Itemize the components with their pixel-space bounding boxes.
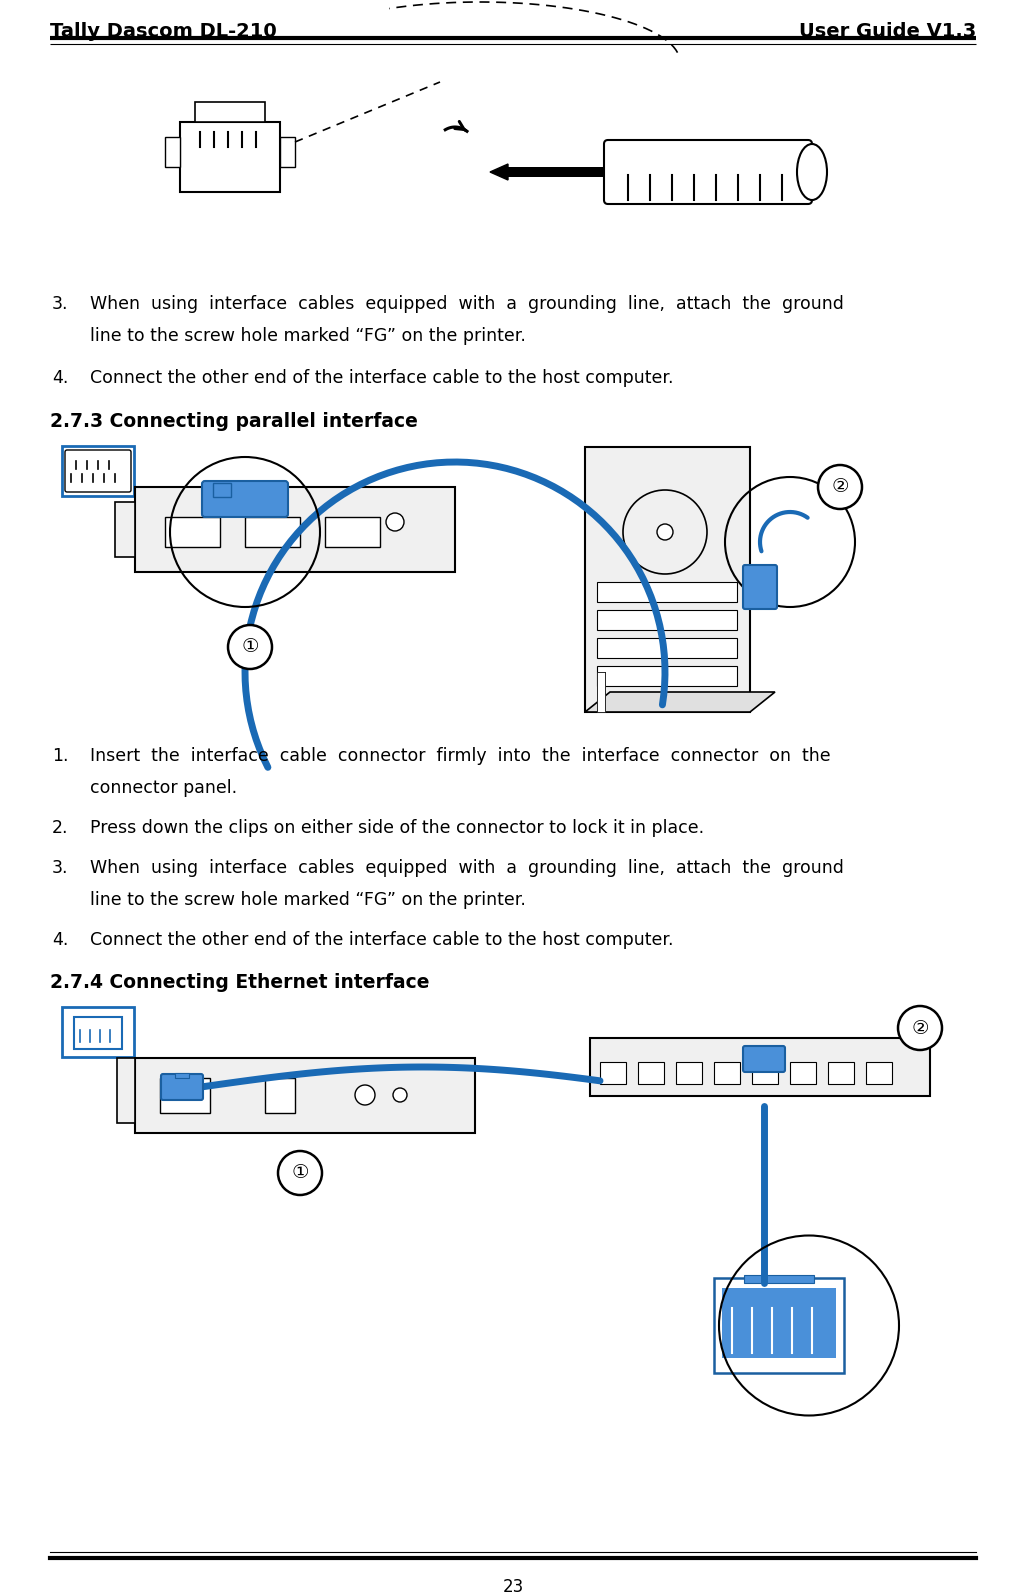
Text: ①: ① [291,1163,309,1183]
Bar [714,1278,844,1373]
Text: 4.: 4. [52,930,69,950]
Circle shape [818,464,862,509]
Polygon shape [585,693,775,712]
Bar [180,121,280,192]
Bar [828,1061,854,1084]
Bar [597,666,737,686]
Bar [245,517,300,547]
Bar [676,1061,702,1084]
Text: 1.: 1. [52,747,69,764]
Text: Connect the other end of the interface cable to the host computer.: Connect the other end of the interface c… [90,369,673,386]
Bar [115,503,135,557]
Ellipse shape [355,1085,374,1104]
Bar [597,672,605,712]
Bar [597,672,605,712]
Bar [597,672,605,712]
Text: 3.: 3. [52,859,69,876]
Bar [597,610,737,630]
Bar [62,1007,134,1057]
Text: ①: ① [241,637,259,656]
Bar [280,137,295,168]
Bar [752,1061,778,1084]
Bar [508,168,608,177]
Bar [597,672,605,712]
Bar [597,672,605,712]
Polygon shape [490,164,508,180]
Bar [600,1061,626,1084]
Text: line to the screw hole marked “FG” on the printer.: line to the screw hole marked “FG” on th… [90,891,526,910]
Bar [714,1061,740,1084]
FancyBboxPatch shape [743,1045,785,1073]
Bar [638,1061,664,1084]
Text: User Guide V1.3: User Guide V1.3 [799,22,976,41]
Text: 2.7.3 Connecting parallel interface: 2.7.3 Connecting parallel interface [50,412,418,431]
Bar [175,1073,189,1077]
Text: When  using  interface  cables  equipped  with  a  grounding  line,  attach  the: When using interface cables equipped wit… [90,295,843,313]
Text: line to the screw hole marked “FG” on the printer.: line to the screw hole marked “FG” on th… [90,327,526,345]
Bar [165,517,220,547]
Bar [744,1275,814,1283]
Bar [597,672,605,712]
Text: When  using  interface  cables  equipped  with  a  grounding  line,  attach  the: When using interface cables equipped wit… [90,859,843,876]
Text: 4.: 4. [52,369,69,386]
Bar [265,1077,295,1112]
Text: 23: 23 [503,1578,523,1596]
Bar [597,672,605,712]
Text: 2.7.4 Connecting Ethernet interface: 2.7.4 Connecting Ethernet interface [50,974,430,993]
Bar [866,1061,892,1084]
Bar [160,1077,210,1112]
Circle shape [657,523,673,539]
Text: 3.: 3. [52,295,69,313]
Bar [117,1058,135,1124]
FancyBboxPatch shape [743,565,777,610]
Bar [213,484,231,496]
Bar [597,672,605,712]
Bar [150,53,850,271]
FancyBboxPatch shape [161,1074,203,1100]
Ellipse shape [797,144,827,200]
Bar [195,102,265,121]
Circle shape [228,626,272,669]
Text: ②: ② [831,477,849,496]
Text: Connect the other end of the interface cable to the host computer.: Connect the other end of the interface c… [90,930,673,950]
FancyBboxPatch shape [65,450,131,492]
Bar [722,1288,836,1358]
Bar [790,1061,816,1084]
Bar [165,137,180,168]
Bar [74,1017,122,1049]
Text: Tally Dascom DL-210: Tally Dascom DL-210 [50,22,277,41]
Text: ②: ② [911,1018,929,1037]
Bar [597,583,737,602]
Bar [325,517,380,547]
Bar [62,445,134,496]
Bar [590,1037,930,1096]
Text: Insert  the  interface  cable  connector  firmly  into  the  interface  connecto: Insert the interface cable connector fir… [90,747,831,764]
FancyBboxPatch shape [604,140,812,204]
Circle shape [278,1151,322,1195]
Bar [135,1058,475,1133]
FancyBboxPatch shape [202,480,288,517]
Bar [135,487,455,571]
Bar [597,638,737,658]
Ellipse shape [386,512,404,531]
Bar [585,447,750,712]
Ellipse shape [393,1088,407,1101]
Text: 2.: 2. [52,819,69,836]
Circle shape [898,1005,942,1050]
Text: connector panel.: connector panel. [90,779,237,796]
Text: Press down the clips on either side of the connector to lock it in place.: Press down the clips on either side of t… [90,819,704,836]
